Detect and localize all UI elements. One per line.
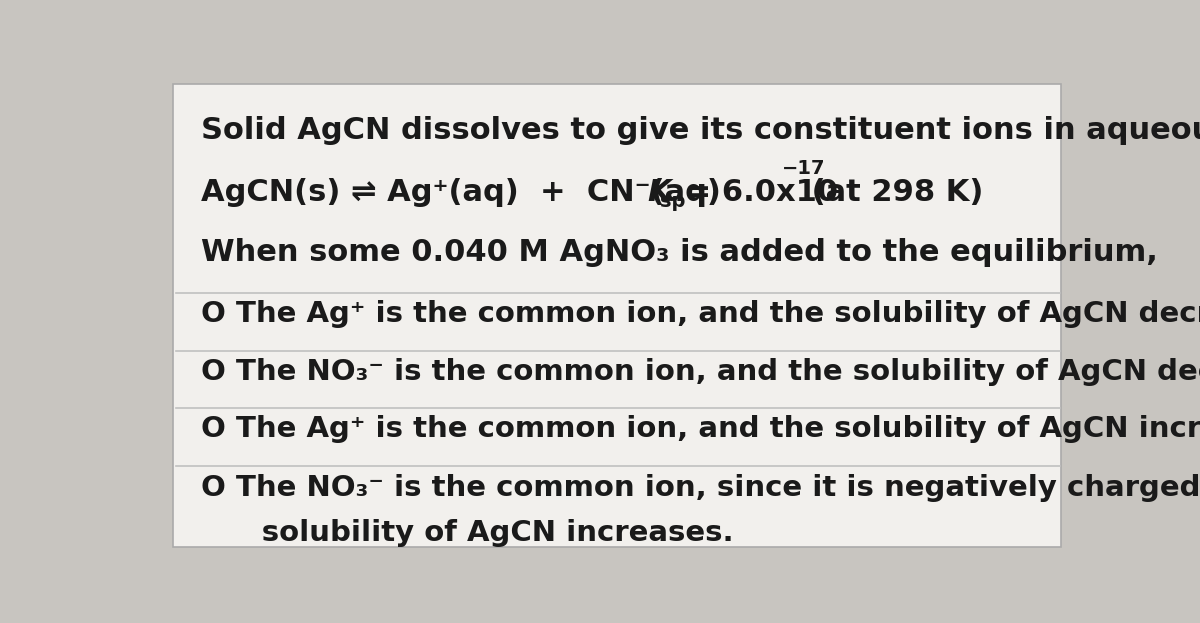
Text: O The NO₃⁻ is the common ion, and the solubility of AgCN decreases.: O The NO₃⁻ is the common ion, and the so… xyxy=(202,358,1200,386)
Text: O The Ag⁺ is the common ion, and the solubility of AgCN increases.: O The Ag⁺ is the common ion, and the sol… xyxy=(202,416,1200,444)
Text: Solid AgCN dissolves to give its constituent ions in aqueous solution:: Solid AgCN dissolves to give its constit… xyxy=(202,115,1200,145)
FancyBboxPatch shape xyxy=(173,84,1062,547)
Text: K: K xyxy=(648,178,671,207)
Text: = 6.0x10: = 6.0x10 xyxy=(676,178,839,207)
Text: O The NO₃⁻ is the common ion, since it is negatively charged, and the: O The NO₃⁻ is the common ion, since it i… xyxy=(202,474,1200,502)
Text: −17: −17 xyxy=(782,159,826,178)
Text: solubility of AgCN increases.: solubility of AgCN increases. xyxy=(202,520,733,548)
Text: AgCN(s) ⇌ Ag⁺(aq)  +  CN⁻(aq): AgCN(s) ⇌ Ag⁺(aq) + CN⁻(aq) xyxy=(202,178,721,207)
Text: sp: sp xyxy=(660,193,685,211)
Text: O The Ag⁺ is the common ion, and the solubility of AgCN decreases.: O The Ag⁺ is the common ion, and the sol… xyxy=(202,300,1200,328)
Text: (at 298 K): (at 298 K) xyxy=(802,178,983,207)
Text: When some 0.040 M AgNO₃ is added to the equilibrium,: When some 0.040 M AgNO₃ is added to the … xyxy=(202,238,1158,267)
